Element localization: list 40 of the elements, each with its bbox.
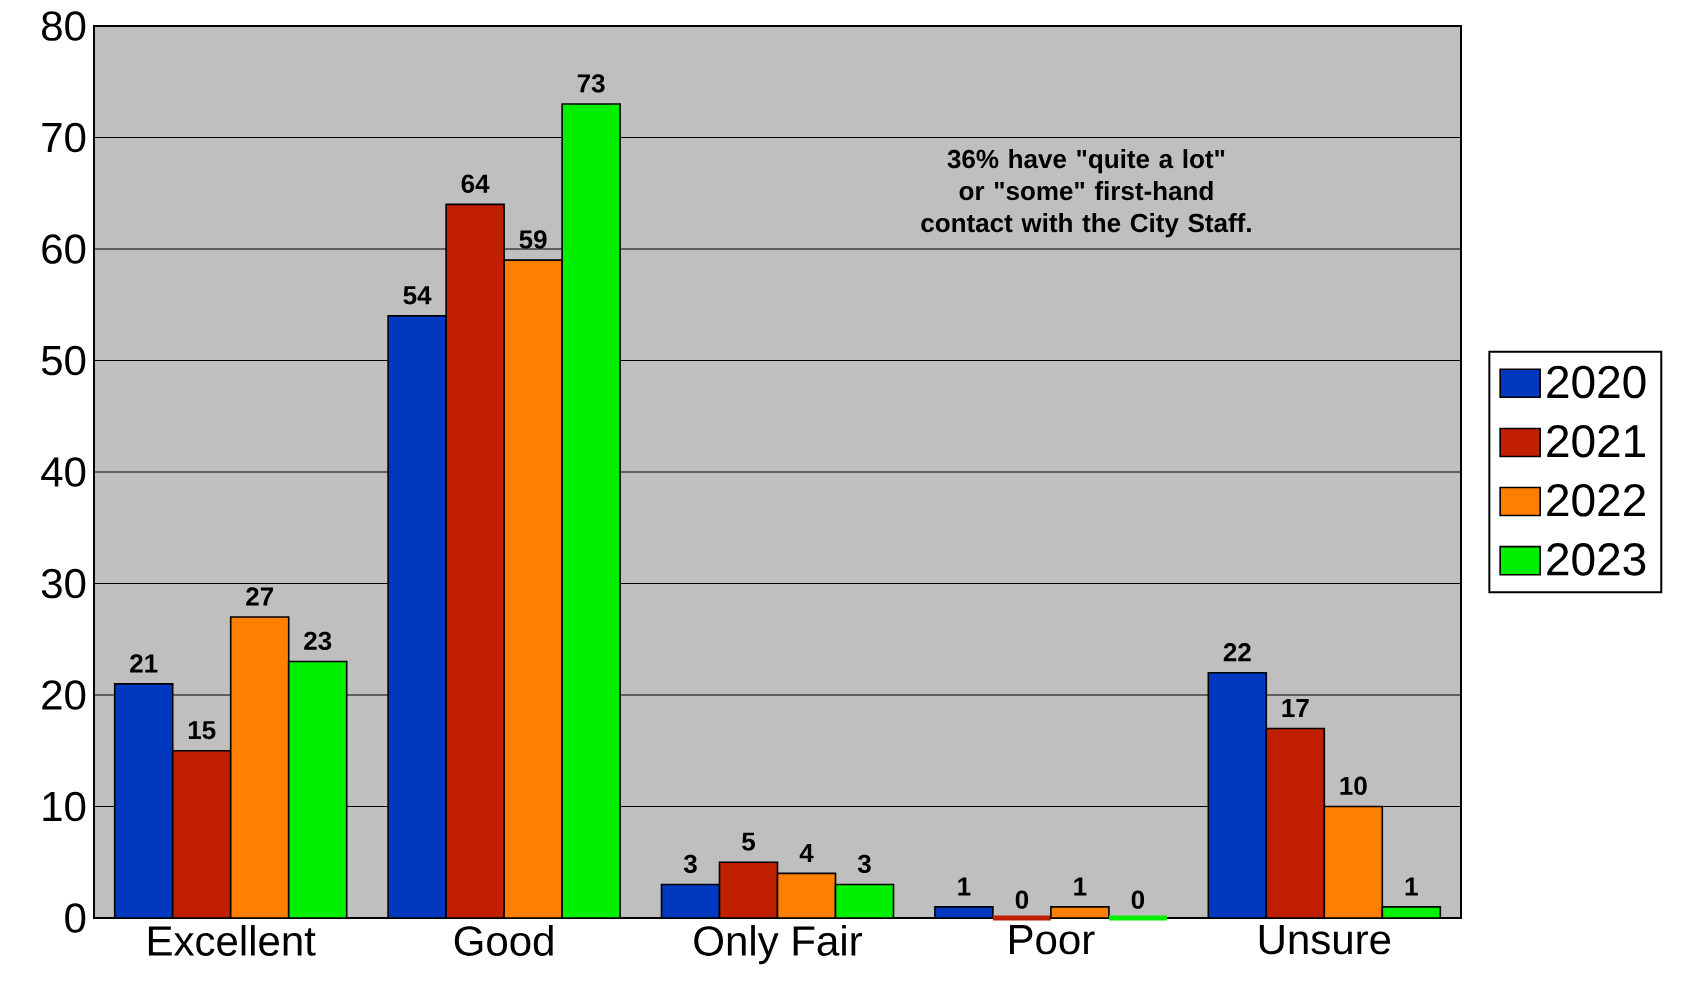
x-tick-label: Poor — [1009, 925, 1095, 955]
x-tick-label: Only Fair — [694, 925, 862, 965]
data-label: 5 — [742, 832, 756, 851]
data-label: 59 — [519, 230, 547, 249]
data-label: 17 — [1282, 699, 1309, 717]
y-tick-label: 10 — [43, 791, 86, 822]
data-label: 1 — [1074, 877, 1087, 896]
legend-label: 2022 — [1547, 484, 1645, 517]
data-label: 0 — [1131, 890, 1145, 909]
data-label: 1 — [1405, 877, 1418, 896]
y-tick-label: 0 — [65, 903, 86, 933]
data-label: 73 — [577, 74, 605, 93]
y-tick-label: 70 — [42, 122, 86, 153]
data-label: 21 — [130, 654, 158, 673]
data-label: 10 — [1340, 776, 1367, 796]
data-label: 64 — [461, 174, 490, 193]
data-label: 27 — [246, 587, 274, 606]
y-tick-label: 30 — [41, 568, 86, 599]
data-label: 3 — [857, 854, 871, 874]
legend-label: 2023 — [1547, 543, 1646, 576]
legend-label: 2021 — [1547, 424, 1646, 458]
y-tick-label: 80 — [42, 11, 86, 41]
x-tick-label: Good — [454, 925, 553, 956]
data-label: 54 — [403, 286, 432, 305]
data-label: 3 — [683, 854, 697, 874]
y-tick-label: 50 — [41, 345, 86, 376]
annotation: 36% have "quite a lot" or "some" first-hand contact with the City Staff. — [921, 149, 1251, 238]
data-label: 1 — [958, 877, 971, 896]
x-tick-label: Unsure — [1259, 925, 1391, 955]
legend-label: 2020 — [1547, 365, 1646, 399]
data-label: 23 — [304, 631, 332, 651]
y-tick-label: 60 — [42, 234, 86, 264]
y-tick-label: 20 — [42, 680, 86, 710]
x-tick-label: Excellent — [148, 925, 316, 956]
data-label: 22 — [1223, 643, 1251, 662]
bar — [1050, 906, 1110, 919]
data-label: 15 — [188, 721, 216, 740]
data-label: 0 — [1015, 890, 1029, 909]
y-tick-label: 40 — [41, 457, 86, 487]
data-label: 4 — [799, 844, 814, 862]
